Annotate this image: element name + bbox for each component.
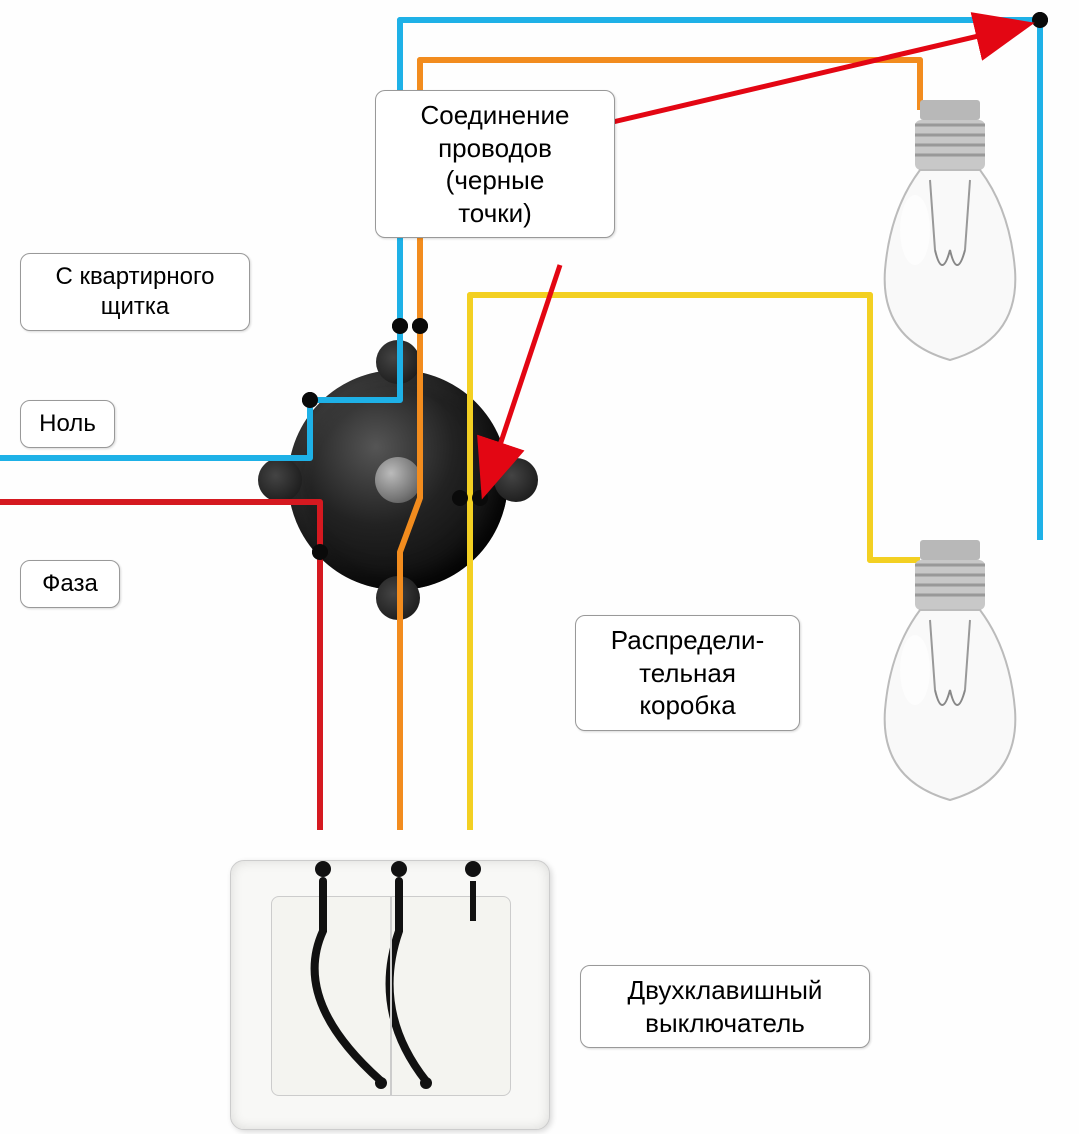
- junction-dot-3: [472, 490, 488, 506]
- label-switch: Двухклавишныйвыключатель: [580, 965, 870, 1048]
- label-panel: С квартирногощитка: [20, 253, 250, 331]
- label-switch-text: Двухклавишныйвыключатель: [628, 975, 823, 1038]
- label-neutral-text: Ноль: [39, 410, 96, 437]
- light-bulb-2: [860, 540, 1040, 825]
- callout-arrow-0: [485, 265, 560, 490]
- double-switch: [230, 860, 550, 1130]
- label-connection-text: Соединениепроводов(черныеточки): [421, 100, 570, 228]
- junction-dot-4: [392, 318, 408, 334]
- wire-switch2-yellow: [470, 295, 920, 830]
- label-junction-text: Распредели-тельнаякоробка: [611, 625, 765, 720]
- junction-dot-0: [312, 544, 328, 560]
- junction-dot-5: [412, 318, 428, 334]
- junction-dot-2: [452, 490, 468, 506]
- label-phase-text: Фаза: [42, 570, 98, 597]
- wiring-diagram-canvas: Соединениепроводов(черныеточки) С кварти…: [0, 0, 1079, 1134]
- light-bulb-1: [860, 100, 1040, 385]
- label-phase: Фаза: [20, 560, 120, 608]
- junction-dot-1: [302, 392, 318, 408]
- wire-phase-in: [0, 502, 320, 830]
- label-junction: Распредели-тельнаякоробка: [575, 615, 800, 731]
- label-neutral: Ноль: [20, 400, 115, 448]
- label-panel-text: С квартирногощитка: [55, 263, 214, 320]
- junction-dot-6: [1032, 12, 1048, 28]
- label-connection: Соединениепроводов(черныеточки): [375, 90, 615, 238]
